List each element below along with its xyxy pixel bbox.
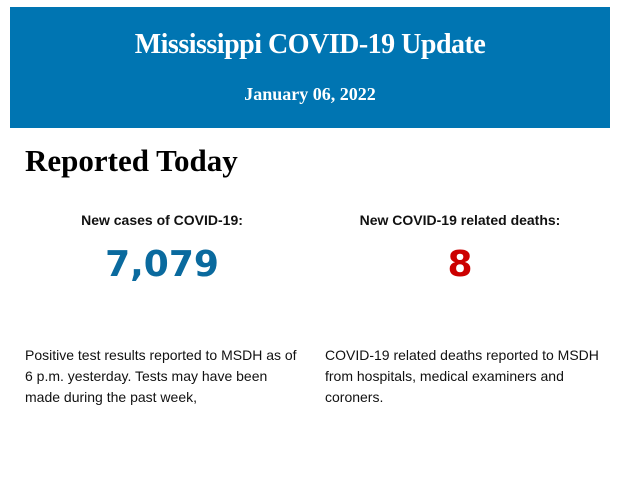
new-deaths-value: 8 [447, 244, 473, 285]
new-cases-description: Positive test results reported to MSDH a… [25, 347, 297, 405]
new-cases-value: 7,079 [105, 244, 219, 285]
page-title: Mississippi COVID-19 Update [134, 29, 486, 60]
section-heading: Reported Today [25, 143, 238, 178]
new-deaths-label: New COVID-19 related deaths: [359, 212, 561, 228]
new-deaths-description: COVID-19 related deaths reported to MSDH… [325, 347, 599, 405]
new-cases-stat: New cases of COVID-19: 7,079 [22, 212, 302, 285]
new-cases-label: New cases of COVID-19: [81, 212, 243, 228]
header-banner: Mississippi COVID-19 Update January 06, … [10, 7, 610, 128]
report-date: January 06, 2022 [244, 84, 376, 104]
new-deaths-stat: New COVID-19 related deaths: 8 [320, 212, 600, 285]
